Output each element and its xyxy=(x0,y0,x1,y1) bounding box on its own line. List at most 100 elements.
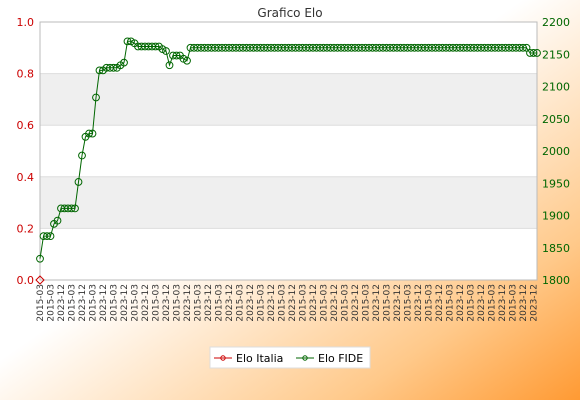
data-point-elo-fide xyxy=(165,61,174,70)
x-tick-label: 2023-12 xyxy=(183,284,193,322)
x-tick-label: 2015-03 xyxy=(404,284,414,322)
y-right-tick-label: 2100 xyxy=(542,81,570,94)
x-axis-labels: 2015-03 2015-03 2023-12 2015-03 2023-12 2015-… xyxy=(36,284,540,322)
x-tick-label: 2023-12 xyxy=(435,284,445,322)
data-point-elo-fide xyxy=(151,42,160,51)
data-point-elo-fide xyxy=(78,151,86,160)
x-tick-label: 2023-12 xyxy=(351,284,361,322)
x-tick-label: 2015-03 xyxy=(278,284,288,322)
x-tick-label: 2023-12 xyxy=(267,284,277,322)
y-right-tick-label: 2050 xyxy=(542,113,570,126)
data-point-elo-fide xyxy=(183,56,191,65)
grid-band xyxy=(40,73,537,126)
legend: Elo Italia Elo FIDE xyxy=(209,346,371,369)
x-tick-label: 2015-03 xyxy=(425,284,435,322)
x-tick-label: 2023-12 xyxy=(498,284,508,322)
legend-label-elo-italia: Elo Italia xyxy=(236,352,283,365)
data-point-elo-fide xyxy=(95,66,104,75)
x-tick-label: 2023-12 xyxy=(530,284,540,322)
x-tick-label: 2015-03 xyxy=(236,284,246,322)
x-tick-label: 2023-12 xyxy=(519,284,529,322)
x-tick-label: 2023-12 xyxy=(120,284,130,322)
x-tick-label: 2015-03 xyxy=(194,284,204,322)
x-tick-label: 2015-03 xyxy=(68,284,78,322)
y-left-tick-label: 0.4 xyxy=(17,171,35,184)
chart-title: Grafico Elo xyxy=(257,6,322,20)
y-right-tick-label: 1850 xyxy=(542,242,570,255)
data-point-elo-fide xyxy=(529,49,538,57)
data-point-elo-fide xyxy=(43,232,51,241)
x-tick-label: 2023-12 xyxy=(141,284,151,322)
x-tick-label: 2023-12 xyxy=(288,284,298,322)
x-tick-label: 2023-12 xyxy=(393,284,403,322)
data-point-elo-fide xyxy=(519,43,527,52)
x-tick-label: 2015-03 xyxy=(36,284,46,322)
y-left-tick-label: 0.2 xyxy=(17,222,35,235)
x-tick-label: 2015-03 xyxy=(257,284,267,322)
x-tick-label: 2023-12 xyxy=(99,284,109,322)
data-point-elo-fide xyxy=(522,43,531,52)
x-tick-label: 2015-03 xyxy=(383,284,393,322)
data-point-elo-fide xyxy=(85,129,93,138)
data-point-elo-fide xyxy=(46,232,55,241)
x-tick-label: 2015-03 xyxy=(110,284,120,322)
y-right-tick-label: 1800 xyxy=(542,274,570,287)
x-tick-label: 2015-03 xyxy=(215,284,225,322)
y-right-tick-label: 2150 xyxy=(542,48,570,61)
x-tick-label: 2023-12 xyxy=(456,284,466,322)
x-tick-label: 2023-12 xyxy=(414,284,424,322)
x-tick-label: 2023-12 xyxy=(204,284,214,322)
x-tick-label: 2015-03 xyxy=(299,284,309,322)
y-left-tick-label: 1.0 xyxy=(17,16,35,29)
x-tick-label: 2015-03 xyxy=(446,284,456,322)
data-point-elo-fide xyxy=(533,49,541,57)
x-tick-label: 2023-12 xyxy=(57,284,67,322)
y-right-tick-label: 2200 xyxy=(542,16,570,29)
legend-marker-elo-italia xyxy=(220,355,226,361)
data-point-elo-fide xyxy=(120,58,128,67)
x-tick-label: 2015-03 xyxy=(131,284,141,322)
data-point-elo-fide xyxy=(67,204,76,213)
x-tick-label: 2023-12 xyxy=(330,284,340,322)
x-tick-label: 2015-03 xyxy=(362,284,372,322)
x-tick-label: 2015-03 xyxy=(47,284,57,322)
plot-border xyxy=(39,21,538,281)
data-point-elo-italia xyxy=(35,275,45,285)
y-right-tick-label: 2000 xyxy=(542,145,570,158)
legend-box xyxy=(209,346,371,369)
data-point-elo-fide xyxy=(92,93,100,102)
x-tick-label: 2015-03 xyxy=(341,284,351,322)
x-tick-label: 2023-12 xyxy=(162,284,172,322)
data-point-elo-fide xyxy=(172,51,181,60)
data-point-elo-fide xyxy=(109,63,118,72)
x-tick-label: 2015-03 xyxy=(488,284,498,322)
legend-label-elo-fide: Elo FIDE xyxy=(318,352,363,365)
data-point-elo-fide xyxy=(162,47,170,55)
y-right-tick-label: 1900 xyxy=(542,210,570,223)
data-point-elo-fide xyxy=(71,204,79,213)
x-tick-label: 2015-03 xyxy=(89,284,99,322)
x-tick-label: 2015-03 xyxy=(467,284,477,322)
legend-marker-elo-fide xyxy=(302,355,308,361)
x-tick-label: 2015-03 xyxy=(173,284,183,322)
data-point-elo-fide xyxy=(74,178,83,186)
x-tick-label: 2015-03 xyxy=(152,284,162,322)
y-left-tick-label: 0.6 xyxy=(17,119,35,132)
x-tick-label: 2023-12 xyxy=(225,284,235,322)
plot-area xyxy=(40,22,537,280)
y-right-tick-label: 1950 xyxy=(542,177,570,190)
x-tick-label: 2023-12 xyxy=(309,284,319,322)
data-point-elo-fide xyxy=(53,216,62,225)
data-point-elo-fide xyxy=(36,254,44,263)
x-tick-label: 2023-12 xyxy=(78,284,88,322)
x-tick-label: 2023-12 xyxy=(246,284,256,322)
grid-band xyxy=(40,176,537,229)
x-tick-label: 2015-03 xyxy=(320,284,330,322)
x-tick-label: 2023-12 xyxy=(477,284,487,322)
x-tick-label: 2015-03 xyxy=(509,284,519,322)
x-tick-label: 2023-12 xyxy=(372,284,382,322)
data-point-elo-fide xyxy=(88,129,97,138)
y-left-tick-label: 0.0 xyxy=(17,274,35,287)
